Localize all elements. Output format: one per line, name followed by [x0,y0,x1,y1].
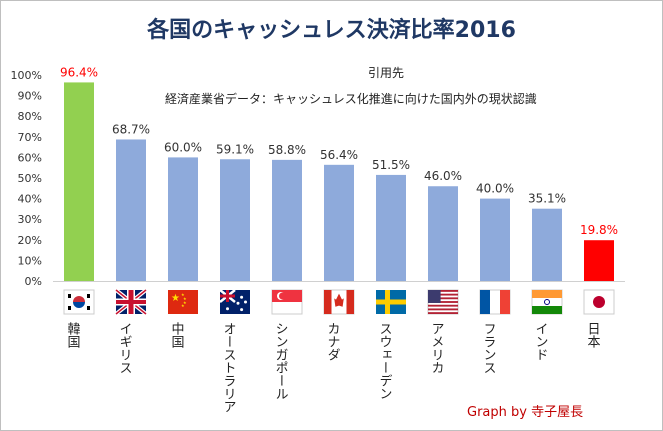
flag-stripe [428,290,458,292]
data-label: 46.0% [424,169,462,183]
flag-stripe [428,304,458,307]
category-label: カナダ [325,322,340,361]
flag-stripe [428,293,458,296]
flag-small-star: ★ [181,303,185,308]
flag-maple-leaf [334,293,344,307]
data-label: 58.8% [268,143,306,157]
flag-star: ★ [171,293,180,304]
category-label: イギリス [117,322,132,374]
data-label: 35.1% [528,192,566,206]
data-label: 40.0% [476,182,514,196]
in-flag-icon [531,289,563,315]
us-flag-icon [427,289,459,315]
flag-trigram [87,306,90,310]
flag-green [532,306,562,314]
flag-stripe [428,312,458,314]
flag-stripe [428,308,458,311]
flag-star [240,308,244,312]
flag-cross [376,299,406,305]
bar [220,159,250,281]
bar [168,157,198,281]
category-label: 日本 [585,322,601,348]
flag-cross-red [116,300,146,304]
flag-trigram [68,306,71,310]
y-tick-label: 40% [18,193,42,206]
flag-bg [168,290,198,314]
y-tick-label: 90% [18,90,42,103]
category-label: オーストラリア [221,322,236,413]
chart-title: 各国のキャッシュレス決済比率2016 [147,18,516,43]
bar [480,198,510,281]
bar [376,174,406,281]
se-flag-icon [376,290,406,314]
bar [64,82,94,281]
bar [272,159,302,281]
source-heading: 引用先 [368,66,405,80]
category-label: 中国 [169,322,184,348]
y-tick-label: 70% [18,131,42,144]
flag-stripe [428,297,458,300]
flag-red-band [272,290,302,302]
flag-blue [480,290,490,314]
y-tick-label: 50% [18,172,42,185]
kr-flag-icon [63,289,95,315]
flag-sun [593,296,605,308]
category-label: フランス [481,322,496,374]
flag-saffron [532,290,562,298]
source-text: 経済産業省データ：キャッシュレス化推進に向けた国内外の現状認識 [165,92,537,106]
flag-crescent-cut [279,292,286,300]
jp-flag-icon [583,289,615,315]
bar [584,240,614,281]
data-label: 96.4% [60,65,98,79]
category-label: 韓国 [65,322,81,348]
data-label: 19.8% [580,223,618,237]
sg-flag-icon [271,289,303,315]
gb-flag-icon [114,288,148,316]
bar [532,208,562,281]
flag-cross-red [220,294,235,298]
flag-taeguk-top [73,296,85,302]
data-label: 60.0% [164,140,202,154]
graph-credit: Graph by 寺子屋長 [467,405,584,420]
category-label: アメリカ [429,322,444,374]
flag-small-star: ★ [183,296,187,301]
ca-flag-icon [323,289,355,315]
flag-red [500,290,510,314]
au-flag-icon [219,289,250,314]
y-tick-label: 0% [25,275,42,288]
bar [116,139,146,281]
fr-flag-icon [479,289,511,315]
flag-star [244,300,247,304]
flag-taeguk-bottom [73,302,85,308]
data-label: 56.4% [320,148,358,162]
y-tick-label: 10% [18,254,42,267]
y-tick-label: 30% [18,213,42,226]
flag-canton [428,290,441,303]
data-label: 51.5% [372,158,410,172]
y-tick-label: 80% [18,110,42,123]
y-tick-label: 100% [11,69,42,82]
data-label: 59.1% [216,142,254,156]
cn-flag-icon: ★ ★★★★ [168,290,198,314]
flag-red-left [324,290,332,314]
flag-small-star: ★ [183,300,187,305]
flag-red-right [346,290,354,314]
category-label: スウェーデン [377,322,392,400]
flag-trigram [68,294,71,298]
y-tick-label: 60% [18,151,42,164]
category-label: インド [533,322,548,361]
flag-small-star: ★ [181,292,185,297]
flag-star [226,307,229,311]
category-label: シンガポール [273,322,288,400]
flag-chakra [544,299,550,305]
flag-stripe [428,301,458,303]
bar [428,186,458,281]
flag-star [240,295,244,299]
data-label: 68.7% [112,122,150,136]
flag-trigram [87,294,90,298]
flag-star [236,301,240,305]
y-tick-label: 20% [18,234,42,247]
bar [324,164,354,281]
